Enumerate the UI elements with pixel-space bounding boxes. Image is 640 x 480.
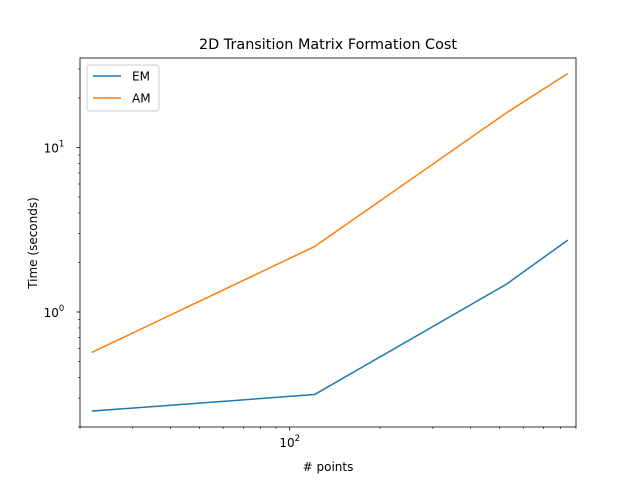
legend-label-am: AM bbox=[132, 92, 151, 106]
x-axis-label: # points bbox=[303, 460, 354, 474]
chart-title: 2D Transition Matrix Formation Cost bbox=[199, 37, 457, 53]
legend-label-em: EM bbox=[132, 70, 150, 84]
y-tick-label: 101 bbox=[44, 140, 65, 156]
x-tick-label: 102 bbox=[279, 434, 300, 450]
series-line-am bbox=[91, 72, 569, 354]
y-tick-label: 100 bbox=[44, 304, 65, 320]
axes-frame bbox=[79, 57, 577, 428]
y-axis-label: Time (seconds) bbox=[26, 197, 40, 290]
plot-area: 102 100 101 EM AM bbox=[44, 57, 577, 450]
series-line-em bbox=[91, 239, 569, 412]
legend: EM AM bbox=[86, 64, 160, 112]
